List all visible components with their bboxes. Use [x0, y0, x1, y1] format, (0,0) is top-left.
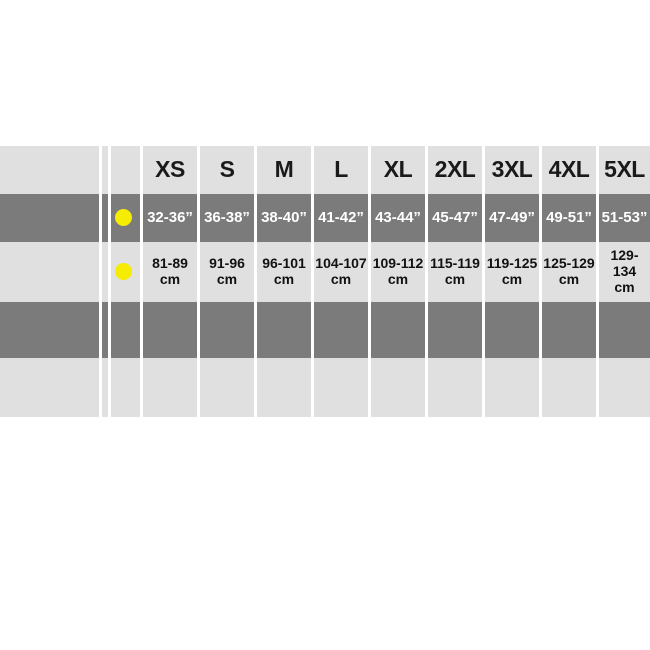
- column-divider: [197, 146, 200, 417]
- column-divider: [368, 146, 371, 417]
- column-divider: [140, 146, 143, 417]
- size-header-m: M: [274, 156, 294, 183]
- chest-cm-5xl: 129-134 cm: [599, 242, 650, 302]
- chest-inches-xl: 43-44”: [375, 208, 421, 226]
- chest-cm-l: 104-107 cm: [314, 242, 368, 302]
- chest-cm-xs: 81-89 cm: [143, 242, 197, 302]
- chest-inches-m: 38-40”: [261, 208, 307, 226]
- column-divider: [596, 146, 599, 417]
- column-divider: [99, 146, 102, 417]
- chest-cm-4xl-value: 125-129: [543, 255, 595, 272]
- size-header-3xl: 3XL: [491, 156, 533, 183]
- size-header-4xl: 4XL: [548, 156, 590, 183]
- chest-cm-xs-value: 81-89: [152, 255, 188, 272]
- chest-cm-3xl-value: 119-125: [486, 255, 538, 272]
- chest-cm-2xl-unit: cm: [444, 271, 466, 287]
- decorative-band-3: [0, 302, 650, 358]
- chest-cm-xl-unit: cm: [387, 271, 409, 287]
- chest-cm-l-value: 104-107: [315, 255, 367, 272]
- chest-cm-5xl-unit: cm: [614, 278, 635, 295]
- yellow-dot-icon: [115, 263, 132, 280]
- column-divider: [425, 146, 428, 417]
- chest-cm-4xl: 125-129 cm: [542, 242, 596, 302]
- chest-cm-s-value: 91-96: [209, 255, 245, 272]
- chest-cm-s: 91-96 cm: [200, 242, 254, 302]
- column-divider: [482, 146, 485, 417]
- size-header-s: S: [219, 156, 235, 183]
- chest-cm-xl-value: 109-112: [372, 255, 424, 272]
- chest-inches-3xl: 47-49”: [489, 208, 535, 226]
- chest-cm-m-unit: cm: [273, 271, 295, 287]
- size-header-2xl: 2XL: [434, 156, 476, 183]
- size-header-xl: XL: [383, 156, 413, 183]
- chest-cm-4xl-unit: cm: [558, 271, 580, 287]
- chest-inches-l: 41-42”: [318, 208, 364, 226]
- column-divider: [539, 146, 542, 417]
- size-header-5xl: 5XL: [604, 156, 645, 183]
- chest-cm-3xl-unit: cm: [501, 271, 523, 287]
- size-header-xs: XS: [155, 156, 185, 183]
- chest-cm-2xl: 115-119 cm: [428, 242, 482, 302]
- size-header-l: L: [334, 156, 348, 183]
- chest-cm-s-unit: cm: [216, 271, 238, 287]
- column-divider: [311, 146, 314, 417]
- chest-inches-2xl: 45-47”: [432, 208, 478, 226]
- chest-cm-3xl: 119-125 cm: [485, 242, 539, 302]
- chest-inches-4xl: 49-51”: [546, 208, 592, 226]
- chest-inches-5xl: 51-53”: [601, 208, 648, 226]
- decorative-band-4: [0, 358, 650, 417]
- chest-cm-xl: 109-112 cm: [371, 242, 425, 302]
- size-chart: XS S M L XL 2XL 3XL 4XL 5XL 32-36” 36-38…: [0, 146, 650, 417]
- chest-cm-5xl-value: 129-134: [610, 247, 639, 280]
- yellow-dot-icon: [115, 209, 132, 226]
- chest-cm-m: 96-101 cm: [257, 242, 311, 302]
- chest-cm-l-unit: cm: [330, 271, 352, 287]
- chest-cm-m-value: 96-101: [262, 255, 306, 272]
- column-divider: [108, 146, 111, 417]
- column-divider: [254, 146, 257, 417]
- chest-cm-xs-unit: cm: [159, 271, 181, 287]
- chest-inches-xs: 32-36”: [147, 208, 193, 226]
- chest-inches-s: 36-38”: [204, 208, 250, 226]
- chest-cm-2xl-value: 115-119: [430, 255, 480, 272]
